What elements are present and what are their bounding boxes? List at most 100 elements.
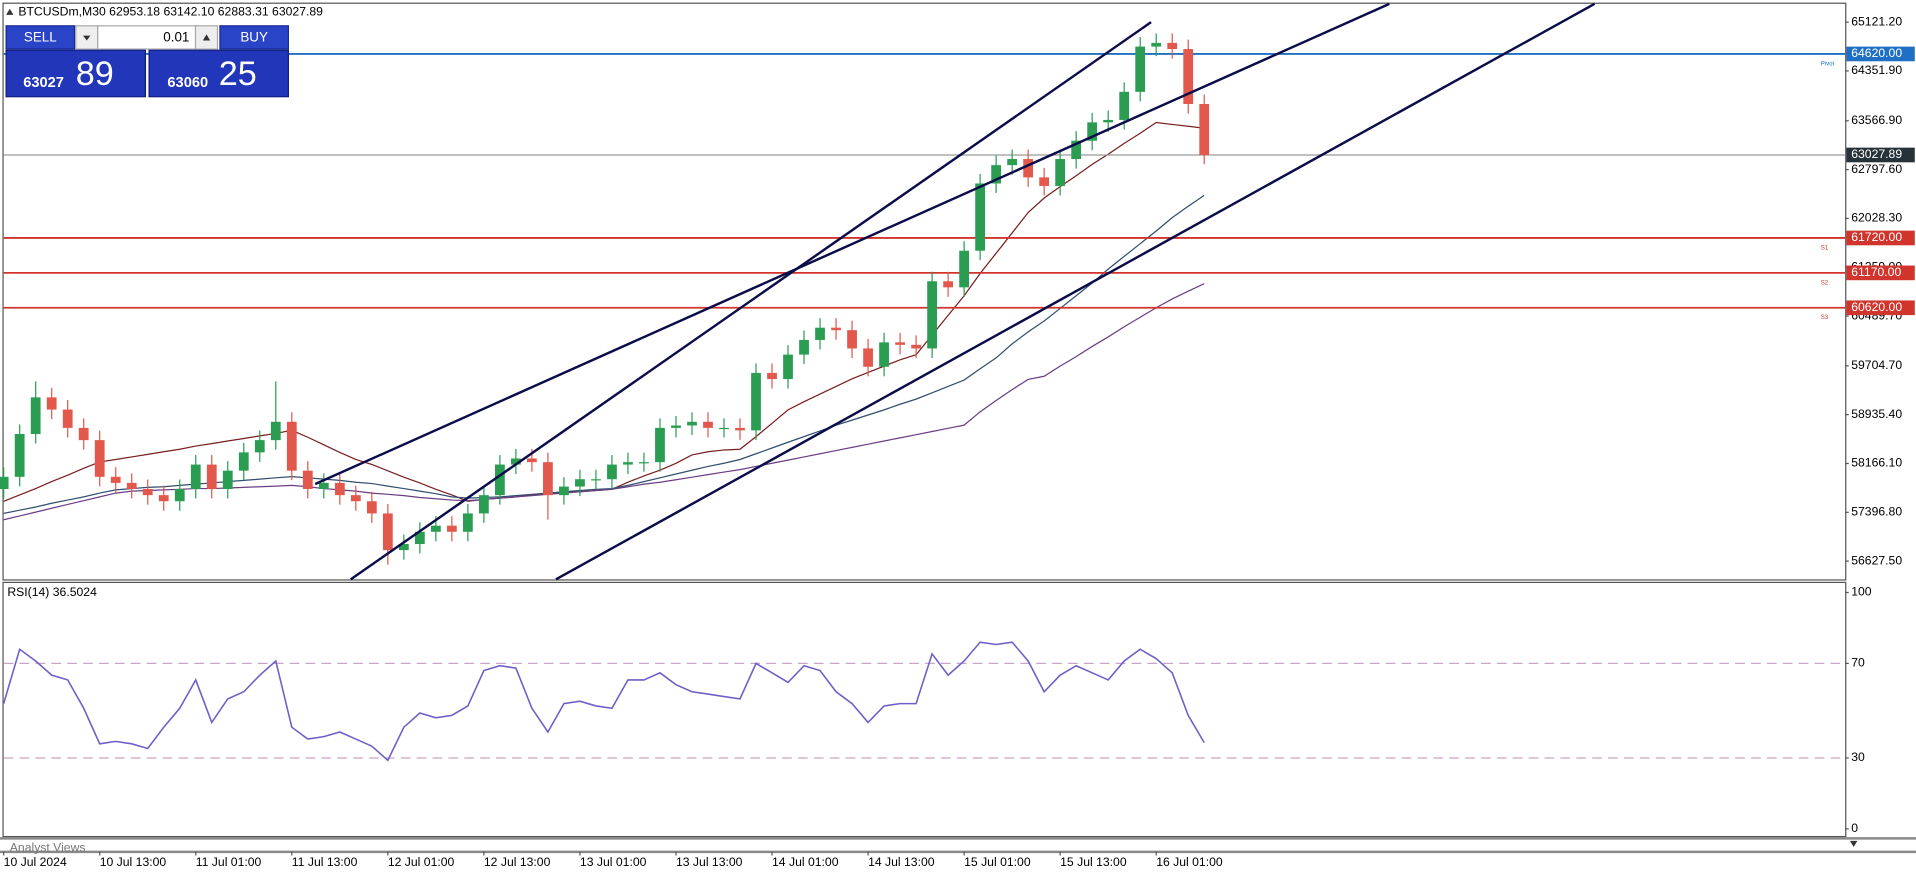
candle-body — [334, 482, 345, 496]
candle-body — [398, 544, 409, 551]
candle-body — [382, 513, 393, 551]
candle-body — [62, 409, 73, 428]
frames — [0, 2, 1916, 854]
rsi-frame — [2, 581, 1847, 838]
y-tick-label: 62028.30 — [1851, 211, 1902, 225]
trade-panel: SELL 0.01 BUY 63027 89 63060 25 — [5, 25, 289, 98]
candle-body — [623, 462, 633, 465]
candle-body — [414, 531, 425, 545]
ask-pips[interactable]: 25 — [219, 55, 257, 93]
bid-main[interactable]: 63027 — [23, 75, 64, 91]
candle-body — [511, 458, 521, 465]
candle-body — [783, 354, 793, 380]
candle-body — [719, 427, 729, 430]
scroll-icon[interactable] — [1850, 840, 1858, 847]
sell-button[interactable] — [5, 25, 76, 50]
candle-body — [222, 470, 233, 489]
level-label-box — [1846, 265, 1915, 281]
y-tick-label: 58166.10 — [1851, 456, 1902, 470]
candle-body — [591, 479, 601, 481]
bid-box[interactable] — [5, 49, 147, 98]
candle-body — [639, 462, 649, 464]
candle-body — [607, 464, 617, 480]
symbol-header: BTCUSDm,M30 62953.18 63142.10 62883.31 6… — [18, 5, 323, 19]
y-tick-label: 30 — [1851, 750, 1865, 764]
candle-body — [975, 183, 986, 251]
candle-body — [959, 250, 969, 288]
candle-body — [190, 464, 201, 489]
candle-body — [350, 495, 361, 502]
candle-body — [78, 427, 89, 441]
candle-body — [767, 372, 777, 380]
candle-body — [847, 330, 857, 349]
level-label: 61170.00 — [1851, 265, 1901, 279]
level-label: 64620.00 — [1851, 46, 1902, 60]
trend-lines — [314, 2, 1596, 581]
ask-box[interactable] — [148, 49, 289, 98]
candle-body — [879, 342, 889, 367]
moving-average — [3, 194, 1205, 514]
candle-body — [270, 421, 281, 441]
candle-body — [286, 421, 297, 471]
candle-body — [1103, 119, 1114, 123]
x-tick-label: 10 Jul 13:00 — [100, 855, 167, 869]
y-tick-label: 59704.70 — [1851, 358, 1902, 372]
candle-body — [1135, 46, 1146, 92]
candle-body — [527, 458, 537, 463]
candle-body — [895, 342, 905, 345]
candle-body — [1119, 91, 1130, 120]
candle-body — [318, 482, 329, 489]
candle-body — [30, 397, 41, 434]
bid-pips[interactable]: 89 — [76, 55, 114, 93]
x-tick-label: 10 Jul 2024 — [4, 855, 67, 869]
candle-body — [302, 470, 313, 489]
candle-body — [863, 348, 873, 367]
footer-tab[interactable]: Analyst Views — [10, 840, 86, 854]
candle-body — [46, 397, 57, 410]
buy-label[interactable]: BUY — [240, 30, 268, 45]
collapse-icon[interactable] — [6, 8, 14, 15]
x-tick-label: 12 Jul 01:00 — [388, 855, 455, 869]
candle-body — [366, 501, 377, 514]
candle-body — [815, 327, 825, 340]
candle-body — [1151, 42, 1162, 47]
candle-body — [1055, 159, 1066, 186]
y-tick-label: 65121.20 — [1851, 14, 1902, 28]
level-label: 61720.00 — [1851, 230, 1902, 244]
volume-value[interactable]: 0.01 — [163, 30, 189, 45]
candle-body — [735, 427, 745, 431]
candle-body — [927, 281, 937, 349]
candle-body — [254, 440, 265, 453]
rsi-title: RSI(14) 36.5024 — [7, 585, 97, 599]
x-tick-label: 11 Jul 13:00 — [292, 855, 358, 869]
plot: 65121.20 64351.90 63566.90 62797.60 62028.30… — [0, 14, 1902, 869]
level-label-box — [1846, 230, 1915, 246]
sell-label[interactable]: SELL — [24, 30, 57, 45]
candle-body — [943, 281, 953, 288]
buy-button[interactable] — [219, 25, 289, 50]
rsi-line — [2, 641, 1205, 762]
candle-body — [1183, 49, 1194, 105]
price-label-box — [1846, 147, 1915, 163]
level-label: 60620.00 — [1851, 300, 1902, 314]
level-name: Pivot — [1821, 60, 1835, 67]
candle-body — [991, 165, 1002, 184]
candle-body — [559, 486, 569, 496]
candle-body — [1039, 177, 1050, 186]
candle-body — [911, 344, 921, 349]
ask-main[interactable]: 63060 — [167, 75, 208, 91]
candle-body — [206, 464, 217, 489]
x-tick-label: 12 Jul 13:00 — [484, 855, 551, 869]
candle-body — [446, 525, 457, 532]
candle-body — [110, 476, 121, 483]
candle-body — [1007, 159, 1018, 166]
channel-line — [349, 21, 1152, 581]
x-tick-label: 15 Jul 13:00 — [1060, 855, 1127, 869]
x-tick-label: 14 Jul 01:00 — [772, 855, 839, 869]
candle-body — [495, 464, 505, 496]
level-name: S3 — [1821, 314, 1829, 321]
candle-body — [687, 421, 697, 426]
candle-body — [1199, 104, 1210, 155]
